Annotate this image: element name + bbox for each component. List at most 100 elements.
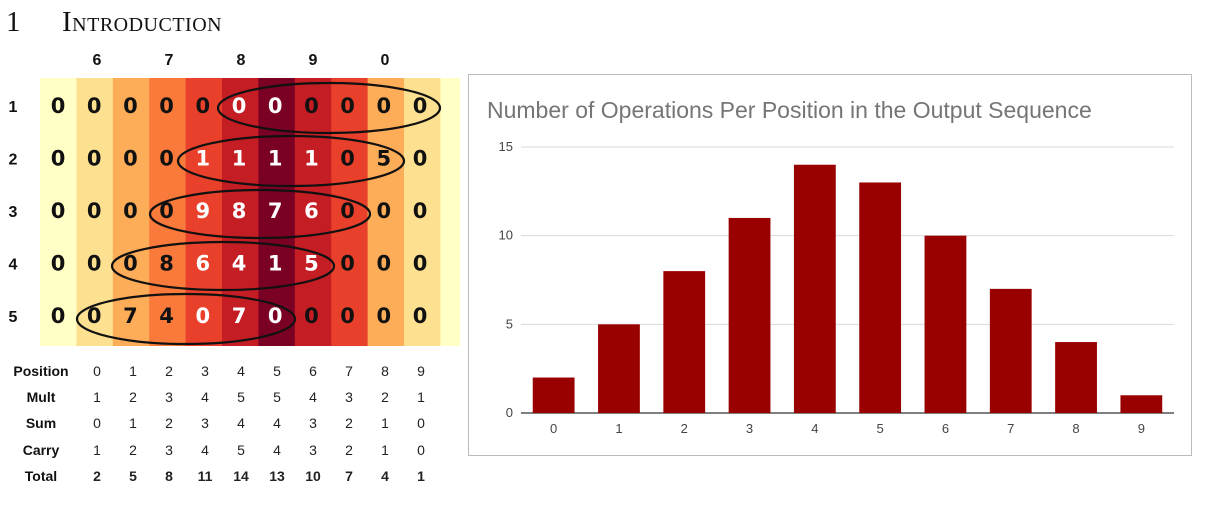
row-label: 4	[9, 257, 18, 274]
table-cell: 1	[381, 442, 389, 458]
table-cell: 4	[237, 415, 245, 431]
heatmap-column-stripe	[40, 78, 77, 346]
x-tick-label: 9	[1138, 421, 1145, 436]
heatmap-cell-digit: 1	[268, 147, 283, 171]
table-cell: 2	[129, 442, 137, 458]
table-row-label: Total	[25, 468, 57, 484]
y-tick-label: 5	[506, 316, 513, 331]
x-tick-label: 3	[746, 421, 753, 436]
x-tick-label: 6	[942, 421, 949, 436]
heatmap-cell-digit: 0	[304, 94, 319, 118]
heatmap-cell-digit: 0	[413, 199, 428, 223]
section-number: 1	[6, 6, 21, 38]
table-cell: 11	[198, 468, 213, 484]
bar	[924, 235, 967, 413]
heatmap-cell-digit: 0	[413, 304, 428, 328]
heatmap-cell-digit: 0	[51, 147, 66, 171]
table-cell: 1	[417, 468, 425, 484]
heatmap-cell-digit: 6	[304, 199, 319, 223]
table-cell: 0	[417, 415, 425, 431]
table-cell: 5	[273, 363, 281, 379]
x-tick-label: 5	[877, 421, 884, 436]
table-cell: 4	[273, 442, 281, 458]
heatmap-cell-digit: 0	[340, 304, 355, 328]
x-tick-label: 7	[1007, 421, 1014, 436]
table-cell: 0	[93, 415, 101, 431]
table-cell: 2	[345, 442, 353, 458]
section-title: Introduction	[62, 6, 223, 38]
heatmap-cell-digit: 0	[159, 147, 174, 171]
heatmap-cell-digit: 0	[87, 304, 102, 328]
heatmap-cell-digit: 0	[51, 199, 66, 223]
table-cell: 2	[345, 415, 353, 431]
heatmap-cell-digit: 4	[159, 304, 174, 328]
table-cell: 3	[345, 389, 353, 405]
heatmap-cell-digit: 0	[376, 304, 391, 328]
heatmap-cell-digit: 7	[123, 304, 138, 328]
table-cell: 5	[237, 389, 245, 405]
table-cell: 3	[201, 415, 209, 431]
heatmap-cell-digit: 0	[340, 252, 355, 276]
heatmap-cell-digit: 0	[232, 94, 247, 118]
table-row-label: Sum	[26, 415, 56, 431]
table-cell: 2	[93, 468, 101, 484]
bar	[793, 164, 836, 413]
heatmap-cell-digit: 0	[123, 147, 138, 171]
bar	[1120, 395, 1163, 413]
table-cell: 1	[93, 389, 101, 405]
table-cell: 8	[165, 468, 173, 484]
table-cell: 4	[237, 363, 245, 379]
bar	[532, 377, 575, 413]
x-tick-label: 2	[681, 421, 688, 436]
y-tick-label: 0	[506, 405, 513, 420]
heatmap-cell-digit: 0	[87, 147, 102, 171]
heatmap-cell-digit: 0	[123, 252, 138, 276]
bar	[859, 182, 902, 413]
heatmap-cell-digit: 0	[268, 94, 283, 118]
diagonal-sum-ellipse	[148, 188, 372, 240]
row-label: 3	[9, 204, 18, 221]
heatmap-cell-digit: 1	[195, 147, 210, 171]
table-cell: 3	[165, 442, 173, 458]
heatmap-cell-digit: 0	[195, 304, 210, 328]
table-cell: 2	[165, 415, 173, 431]
bar	[1055, 342, 1097, 413]
table-cell: 2	[129, 389, 137, 405]
table-cell: 8	[381, 363, 389, 379]
heatmap-cell-digit: 0	[413, 252, 428, 276]
column-digit-label: 6	[93, 52, 102, 69]
table-row-label: Carry	[23, 442, 60, 458]
diagonal-sum-ellipse	[216, 81, 442, 135]
heatmap-cell-digit: 0	[340, 147, 355, 171]
table-cell: 1	[381, 415, 389, 431]
table-cell: 3	[201, 363, 209, 379]
table-cell: 4	[381, 468, 389, 484]
table-cell: 2	[381, 389, 389, 405]
bar-chart: Number of Operations Per Position in the…	[487, 97, 1174, 436]
table-cell: 5	[273, 389, 281, 405]
column-digit-label: 8	[237, 52, 246, 69]
table-cell: 4	[273, 415, 281, 431]
heatmap-cell-digit: 0	[51, 304, 66, 328]
heatmap-cell-digit: 5	[376, 147, 391, 171]
heatmap-cell-digit: 8	[232, 199, 247, 223]
table-cell: 0	[417, 442, 425, 458]
row-label: 1	[9, 99, 18, 116]
table-cell: 1	[417, 389, 425, 405]
heatmap-column-stripe	[331, 78, 369, 346]
heatmap-cell-digit: 1	[304, 147, 319, 171]
heatmap-cell-digit: 0	[123, 199, 138, 223]
bar	[598, 324, 640, 413]
table-cell: 9	[417, 363, 425, 379]
diagonal-sum-ellipse	[110, 240, 336, 292]
heatmap-cell-digit: 6	[195, 252, 210, 276]
column-digit-label: 0	[381, 52, 390, 69]
heatmap-cell-digit: 0	[87, 199, 102, 223]
heatmap-cell-digit: 7	[232, 304, 247, 328]
bar	[663, 271, 706, 413]
heatmap-cell-digit: 0	[413, 147, 428, 171]
table-cell: 2	[165, 363, 173, 379]
heatmap-cell-digit: 7	[268, 199, 283, 223]
heatmap-column-stripe	[149, 78, 187, 346]
